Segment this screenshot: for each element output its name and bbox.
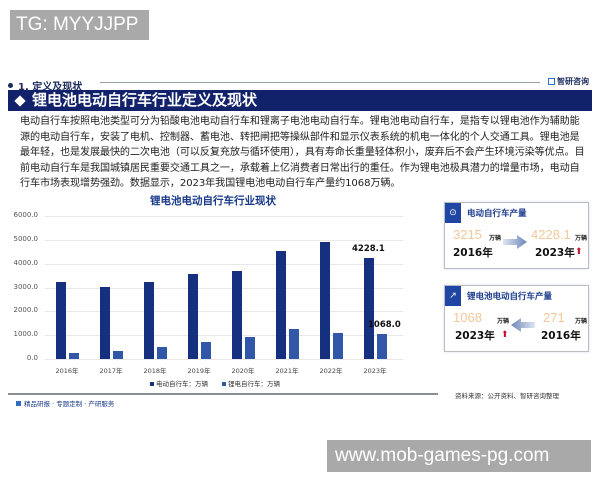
diamond-icon xyxy=(14,94,26,107)
bottom-watermark-overlay: www.mob-games-pg.com xyxy=(327,440,591,472)
up-arrow-icon: ⬆ xyxy=(575,247,583,257)
brand-mark-icon xyxy=(16,400,21,406)
stat-year-left: 2016年 xyxy=(453,247,493,259)
x-tick-label: 2022年 xyxy=(319,367,343,375)
chart-legend: 电动自行车：万辆 锂电自行车：万辆 xyxy=(150,378,280,388)
stat-year-right: 2016年 xyxy=(541,330,581,342)
page-title: 锂电池电动自行车行业定义及现状 xyxy=(32,91,258,109)
y-tick-label: 3000.0 xyxy=(13,282,39,291)
data-label: 4228.1 xyxy=(352,244,385,255)
gridline xyxy=(45,359,403,360)
brand-name: 智研咨询 xyxy=(557,77,589,86)
bike-icon: ⊙ xyxy=(445,203,461,223)
intro-paragraph: 电动自行车按照电池类型可分为铅酸电池电动自行车和锂离子电池电动自行车。锂电池电动… xyxy=(20,116,585,190)
section-heading: 1. 定义及现状 xyxy=(8,78,82,93)
brand-mark-icon xyxy=(548,78,555,85)
bar-ebike xyxy=(320,241,330,359)
title-banner: 锂电池电动自行车行业定义及现状 xyxy=(8,90,592,111)
bar-lithium xyxy=(113,350,123,359)
y-tick-label: 4000.0 xyxy=(13,258,39,267)
section-label: 1. 定义及现状 xyxy=(18,82,83,93)
stat-value-left: 1068 xyxy=(453,310,482,325)
y-tick-label: 0.0 xyxy=(26,354,38,362)
gridline xyxy=(45,311,403,313)
stat-unit: 万辆 xyxy=(497,318,510,325)
footer-divider xyxy=(8,393,438,395)
legend-item-ebike: 电动自行车：万辆 xyxy=(150,378,208,388)
x-tick-label: 2016年 xyxy=(55,367,79,375)
bar-chart: 0.0 1000.0 2000.0 3000.0 4000.0 5000.0 6000.0 2… xyxy=(0,205,430,380)
y-tick-label: 2000.0 xyxy=(13,306,39,315)
x-tick-label: 2018年 xyxy=(143,367,167,375)
bullet-icon xyxy=(8,83,13,88)
stat-value-right: 271 xyxy=(543,310,565,325)
stat-unit: 万辆 xyxy=(489,235,502,242)
stat-value-right: 4228.1 xyxy=(531,227,571,242)
data-source: 资料来源：公开资料、智研咨询整理 xyxy=(455,392,559,400)
bar-lithium xyxy=(157,346,167,359)
gridline xyxy=(45,287,403,289)
stat-year-left: 2023年 xyxy=(455,330,495,342)
x-tick-label: 2020年 xyxy=(231,367,255,375)
card-title: 电动自行车产量 xyxy=(467,209,527,219)
x-tick-label: 2023年 xyxy=(363,367,387,375)
bar-lithium xyxy=(201,342,211,359)
stat-year-right: 2023年 xyxy=(535,247,575,259)
footer-tagline: 精品研报 · 专题定制 · 产研服务 xyxy=(16,398,114,408)
bar-ebike xyxy=(276,251,286,359)
x-tick-label: 2019年 xyxy=(187,367,211,375)
stat-value-left: 3215 xyxy=(453,227,482,242)
arrow-left-icon xyxy=(511,318,535,332)
legend-swatch-icon xyxy=(150,382,154,386)
up-arrow-icon: ⬆ xyxy=(501,330,509,340)
bar-lithium xyxy=(289,328,299,359)
stat-unit: 万辆 xyxy=(575,235,588,242)
bar-ebike xyxy=(232,271,242,359)
y-tick-label: 5000.0 xyxy=(13,234,39,243)
legend-swatch-icon xyxy=(222,382,226,386)
arrow-right-icon xyxy=(503,235,527,249)
bar-lithium xyxy=(333,332,343,359)
data-label: 1068.0 xyxy=(368,319,401,330)
gridline xyxy=(45,335,403,337)
gridline xyxy=(45,216,403,217)
stat-card-lithium: ↗ 锂电池电动自行车产量 1068 万辆 2023年 ⬆ 271 万辆 2016… xyxy=(444,285,589,352)
bar-lithium xyxy=(377,333,387,359)
x-tick-label: 2021年 xyxy=(275,367,299,375)
bar-ebike xyxy=(188,273,198,359)
card-title: 锂电池电动自行车产量 xyxy=(467,292,553,302)
brand-logo: 智研咨询 xyxy=(548,76,589,87)
bar-ebike xyxy=(364,258,374,359)
section-divider xyxy=(100,82,540,83)
chart-title: 锂电池电动自行车行业现状 xyxy=(150,195,276,207)
top-watermark-overlay: TG: MYYJJPP xyxy=(10,10,149,40)
chart-up-icon: ↗ xyxy=(445,286,461,306)
x-tick-label: 2017年 xyxy=(99,367,123,375)
y-tick-label: 6000.0 xyxy=(13,211,39,219)
stat-unit: 万辆 xyxy=(575,318,588,325)
bar-ebike xyxy=(56,282,66,359)
bar-lithium xyxy=(245,337,255,359)
bar-ebike xyxy=(100,286,110,359)
y-tick-label: 1000.0 xyxy=(13,330,39,339)
bar-ebike xyxy=(144,282,154,359)
legend-item-lithium: 锂电自行车：万辆 xyxy=(222,378,280,388)
gridline xyxy=(45,239,403,241)
stat-card-ebike: ⊙ 电动自行车产量 3215 万辆 2016年 4228.1 万辆 2023年 … xyxy=(444,202,589,269)
gridline xyxy=(45,263,403,265)
bar-lithium xyxy=(69,352,79,359)
